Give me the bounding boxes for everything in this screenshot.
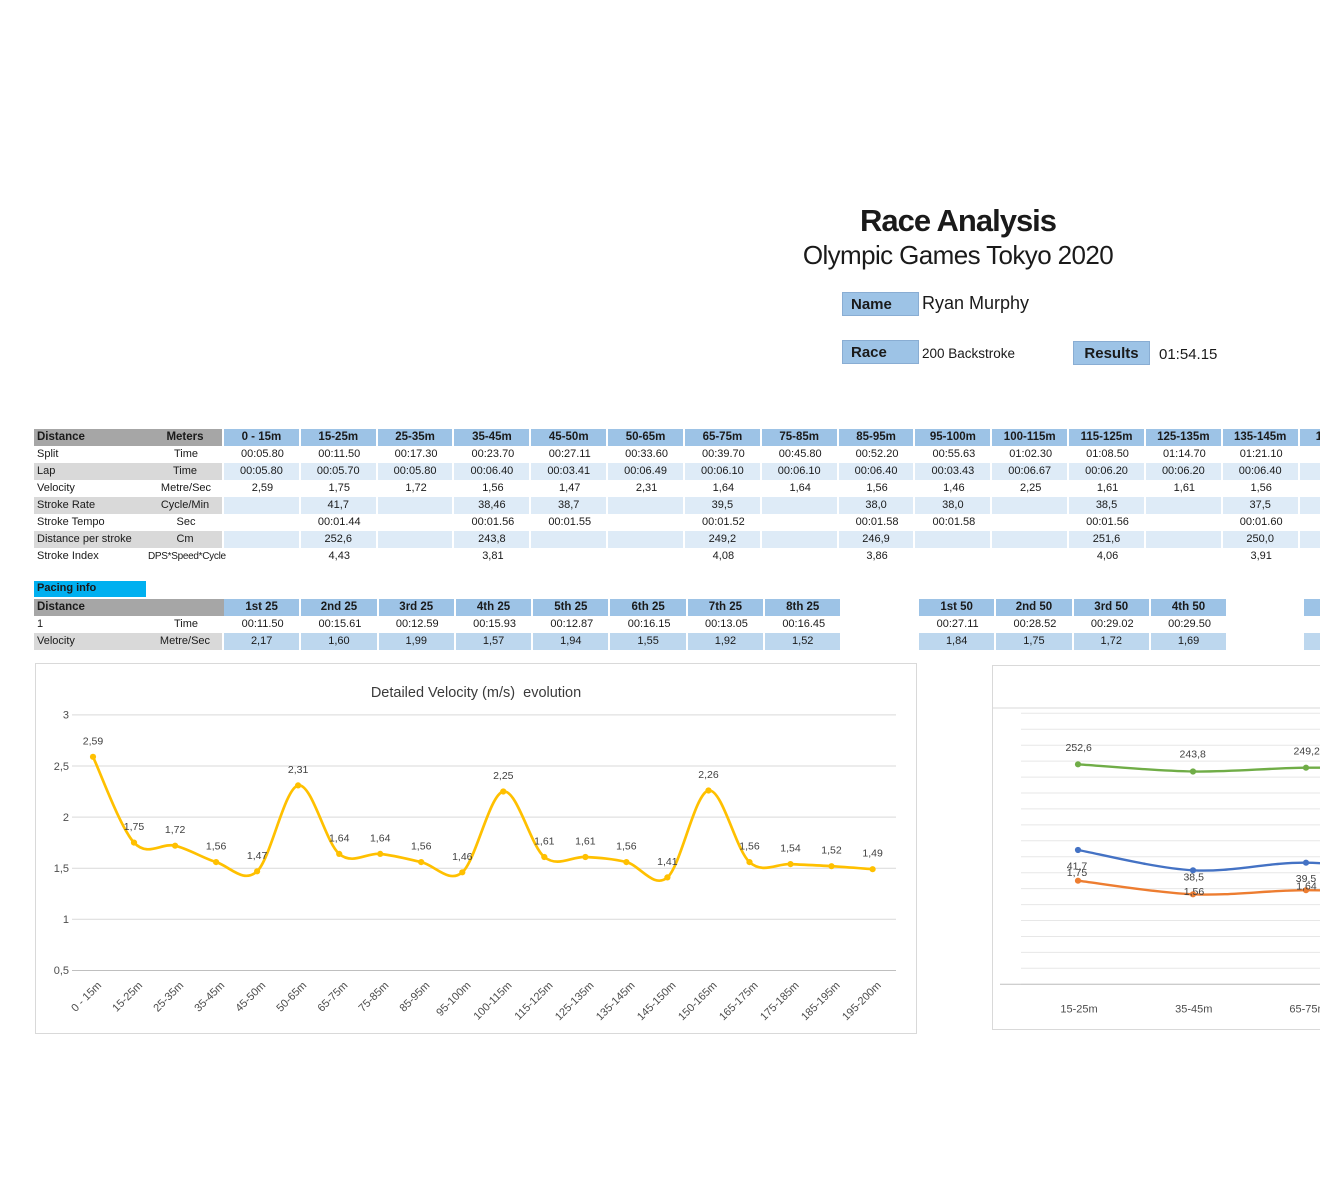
svg-text:15-25m: 15-25m xyxy=(1060,1004,1097,1016)
svg-text:2,26: 2,26 xyxy=(698,769,719,781)
svg-text:2,59: 2,59 xyxy=(83,735,104,747)
svg-text:35-45m: 35-45m xyxy=(1175,1004,1212,1016)
svg-text:1: 1 xyxy=(63,914,69,926)
svg-text:1,75: 1,75 xyxy=(124,821,145,833)
svg-text:1,61: 1,61 xyxy=(534,836,555,848)
svg-text:Detailed Velocity (m/s) evolu: Detailed Velocity (m/s) evolution xyxy=(371,685,581,701)
svg-text:1,41: 1,41 xyxy=(657,856,678,868)
svg-text:1,5: 1,5 xyxy=(54,863,69,875)
svg-text:1,75: 1,75 xyxy=(1067,867,1088,879)
svg-text:1,56: 1,56 xyxy=(1184,886,1205,898)
svg-text:65-75m: 65-75m xyxy=(1289,1004,1320,1016)
svg-text:0,5: 0,5 xyxy=(54,965,69,977)
svg-text:1,61: 1,61 xyxy=(575,836,596,848)
svg-text:1,56: 1,56 xyxy=(206,841,227,853)
svg-text:1,47: 1,47 xyxy=(247,850,268,862)
svg-text:2,5: 2,5 xyxy=(54,761,69,773)
svg-text:2,31: 2,31 xyxy=(288,764,309,776)
svg-text:1,54: 1,54 xyxy=(780,843,801,855)
svg-text:3: 3 xyxy=(63,710,69,722)
svg-text:243,8: 243,8 xyxy=(1180,749,1206,761)
svg-text:1,56: 1,56 xyxy=(739,841,760,853)
svg-text:2: 2 xyxy=(63,812,69,824)
svg-text:1,64: 1,64 xyxy=(329,832,350,844)
svg-text:2,25: 2,25 xyxy=(493,770,514,782)
svg-text:1,46: 1,46 xyxy=(452,851,473,863)
svg-text:1,49: 1,49 xyxy=(862,848,883,860)
svg-text:1,72: 1,72 xyxy=(165,824,186,836)
svg-text:41,7: 41,7 xyxy=(1067,860,1088,872)
svg-text:39,5: 39,5 xyxy=(1296,873,1317,885)
svg-text:1,64: 1,64 xyxy=(370,832,391,844)
svg-text:1,56: 1,56 xyxy=(411,841,432,853)
svg-text:1,64: 1,64 xyxy=(1296,880,1317,892)
svg-text:1,52: 1,52 xyxy=(821,845,842,857)
svg-text:249,2: 249,2 xyxy=(1294,745,1320,757)
svg-text:1,56: 1,56 xyxy=(616,841,637,853)
svg-text:252,6: 252,6 xyxy=(1066,742,1092,754)
svg-text:38,5: 38,5 xyxy=(1183,871,1204,883)
